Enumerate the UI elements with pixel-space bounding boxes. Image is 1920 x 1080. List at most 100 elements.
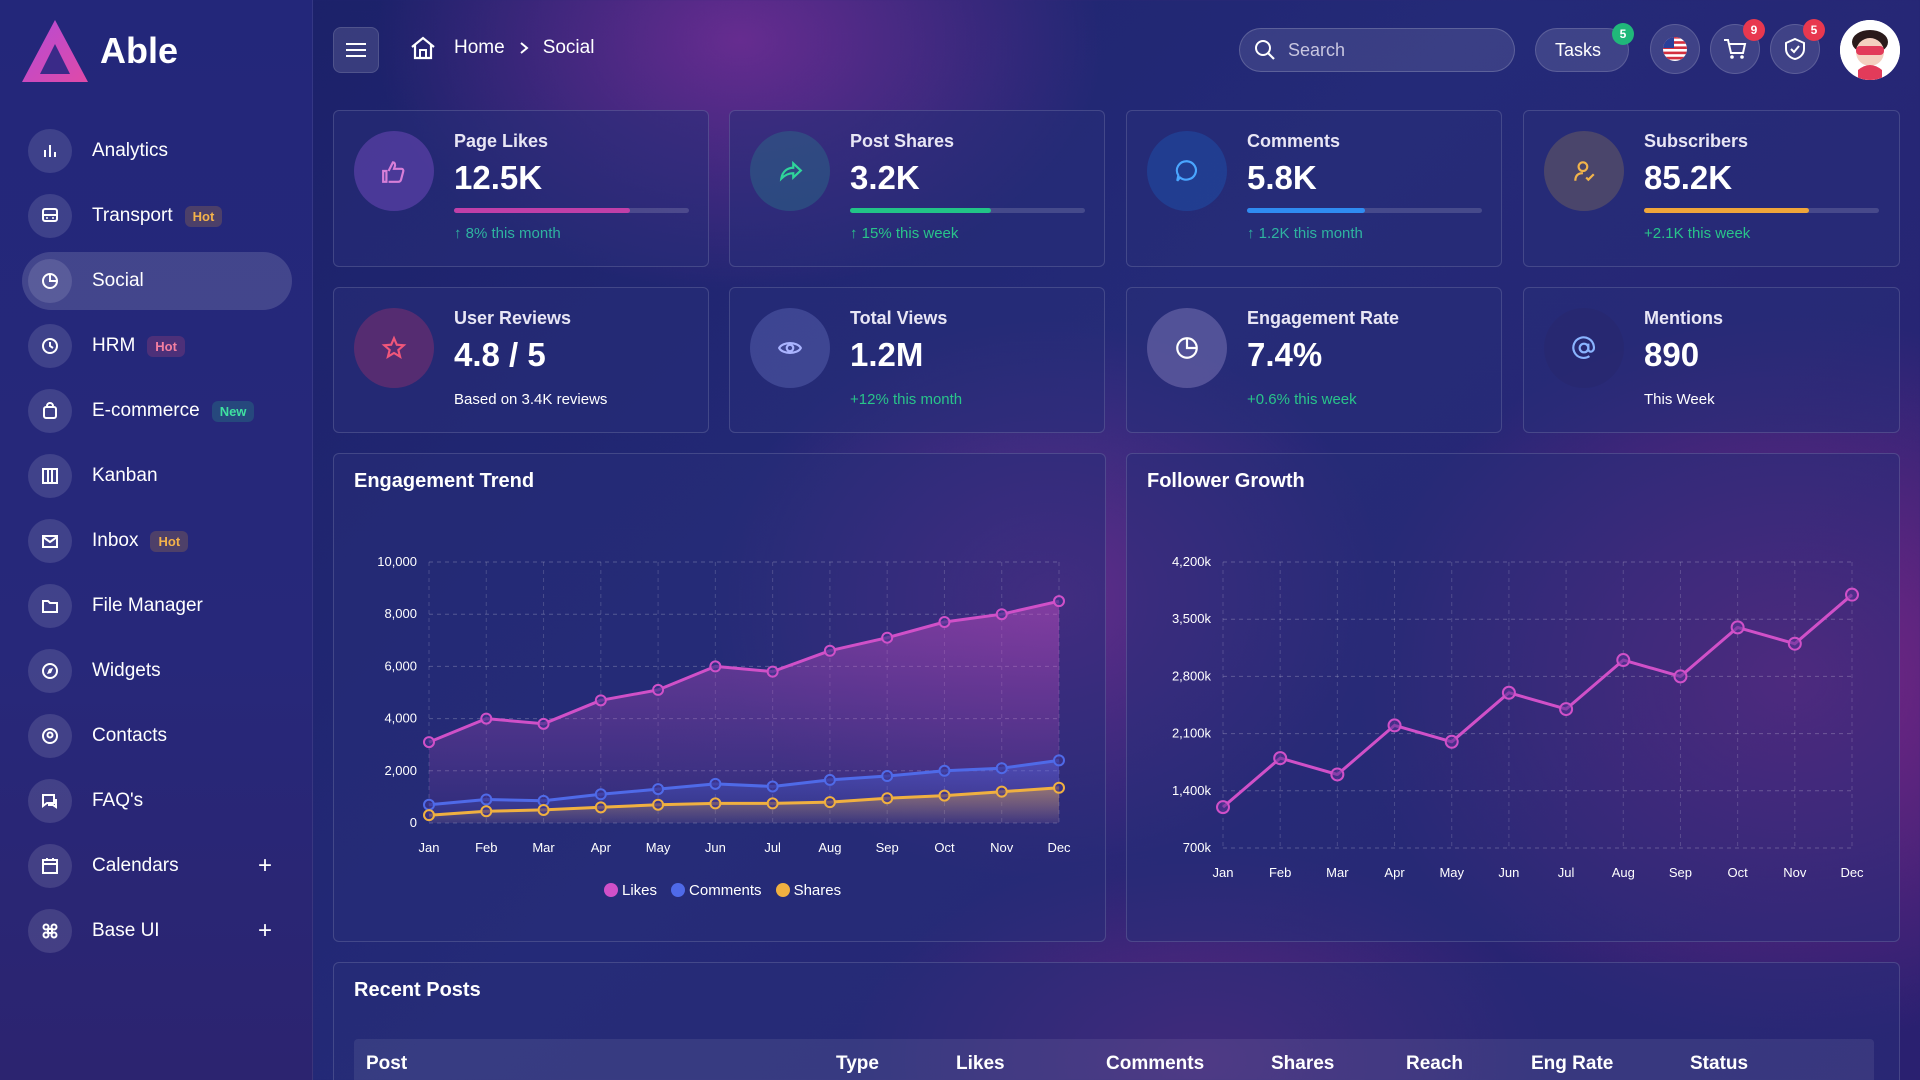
sidebar-item-inbox[interactable]: Inbox Hot (22, 512, 292, 570)
column-header-comments[interactable]: Comments (1106, 1053, 1205, 1074)
column-header-post[interactable]: Post (366, 1053, 408, 1074)
user-avatar[interactable] (1840, 20, 1900, 80)
data-point[interactable] (652, 683, 665, 696)
sidebar-item-file-manager[interactable]: File Manager (22, 577, 292, 635)
series-line (1222, 593, 1853, 809)
column-header-reach[interactable]: Reach (1406, 1053, 1464, 1074)
notifications-button[interactable]: 5 (1770, 19, 1825, 74)
sidebar-item-contacts[interactable]: Contacts (22, 707, 292, 765)
data-point[interactable] (594, 788, 607, 801)
sidebar-item-widgets[interactable]: Widgets (22, 642, 292, 700)
column-header-likes[interactable]: Likes (956, 1053, 1005, 1074)
data-point[interactable] (766, 780, 779, 793)
data-point[interactable] (1673, 669, 1688, 684)
data-point[interactable] (881, 770, 894, 783)
breadcrumb-home[interactable]: Home (454, 37, 505, 58)
sidebar-item-transport[interactable]: Transport Hot (22, 187, 292, 245)
stat-card-mentions: Mentions 890 This Week (1523, 287, 1900, 433)
stat-value: 5.8K (1247, 159, 1317, 196)
column-header-shares[interactable]: Shares (1271, 1053, 1335, 1074)
data-point[interactable] (480, 793, 493, 806)
search-box[interactable] (1239, 28, 1515, 72)
data-point[interactable] (1053, 754, 1065, 767)
data-point[interactable] (594, 801, 607, 814)
data-point[interactable] (995, 785, 1008, 798)
data-point[interactable] (766, 665, 779, 678)
data-point[interactable] (1444, 734, 1459, 749)
expand-plus-icon[interactable]: + (257, 852, 272, 879)
tasks-count-badge: 5 (1612, 23, 1634, 45)
data-point[interactable] (594, 694, 607, 707)
y-tick-label: 700k (1183, 840, 1212, 855)
brand[interactable]: Able (20, 18, 178, 84)
avatar-image (1840, 20, 1900, 80)
data-point[interactable] (1216, 800, 1230, 815)
sidebar-item-social[interactable]: Social (22, 252, 292, 310)
stat-card-page-likes: Page Likes 12.5K ↑ 8% this month (333, 110, 709, 267)
data-point[interactable] (709, 660, 722, 673)
data-point[interactable] (1501, 685, 1516, 700)
menu-toggle-button[interactable] (333, 27, 379, 73)
sidebar-item-analytics[interactable]: Analytics (22, 122, 292, 180)
sidebar-item-e-commerce[interactable]: E-commerce New (22, 382, 292, 440)
legend-item[interactable]: Shares (775, 882, 841, 899)
data-point[interactable] (1616, 653, 1631, 668)
sidebar-badge: New (211, 400, 255, 422)
data-point[interactable] (1387, 718, 1402, 733)
data-point[interactable] (423, 809, 435, 822)
language-button[interactable] (1650, 24, 1700, 74)
data-point[interactable] (423, 736, 435, 749)
legend-swatch (671, 883, 686, 897)
cart-button[interactable]: 9 (1710, 19, 1765, 74)
stat-card-user-reviews: User Reviews 4.8 / 5 Based on 3.4K reviews (333, 287, 709, 433)
data-point[interactable] (709, 777, 722, 790)
sidebar-item-hrm[interactable]: HRM Hot (22, 317, 292, 375)
sidebar-item-base-ui[interactable]: Base UI + (22, 902, 292, 960)
data-point[interactable] (1845, 587, 1859, 602)
series-line (428, 758, 1060, 807)
legend-item[interactable]: Likes (604, 882, 657, 899)
data-point[interactable] (823, 644, 836, 657)
data-point[interactable] (537, 803, 550, 816)
data-point[interactable] (766, 797, 779, 810)
legend-item[interactable]: Comments (671, 882, 762, 899)
search-input[interactable] (1288, 39, 1488, 61)
columns-icon (28, 454, 72, 498)
column-header-status[interactable]: Status (1690, 1053, 1749, 1074)
data-point[interactable] (1273, 751, 1288, 766)
data-point[interactable] (1730, 620, 1745, 635)
data-point[interactable] (480, 712, 493, 725)
data-point[interactable] (881, 631, 894, 644)
sidebar-item-faq-s[interactable]: FAQ's (22, 772, 292, 830)
data-point[interactable] (1053, 595, 1065, 608)
follower-growth-card: Follower Growth 700k 1,400k 2,100k 2,800k 3,… (1126, 453, 1900, 942)
stat-change: +2.1K this week (1644, 225, 1751, 242)
expand-plus-icon[interactable]: + (257, 917, 272, 944)
data-point[interactable] (995, 608, 1008, 621)
data-point[interactable] (709, 797, 722, 810)
data-point[interactable] (823, 796, 836, 809)
data-point[interactable] (938, 789, 951, 802)
sidebar-item-kanban[interactable]: Kanban (22, 447, 292, 505)
data-point[interactable] (881, 792, 894, 805)
data-point[interactable] (1053, 781, 1065, 794)
data-point[interactable] (652, 798, 665, 811)
data-point[interactable] (423, 798, 435, 811)
data-point[interactable] (938, 616, 951, 629)
home-icon[interactable] (410, 36, 436, 60)
column-header-type[interactable]: Type (836, 1053, 879, 1074)
data-point[interactable] (537, 717, 550, 730)
data-point[interactable] (652, 783, 665, 796)
chat-bubble-icon (1147, 131, 1227, 211)
x-tick-label: May (646, 840, 671, 855)
data-point[interactable] (823, 773, 836, 786)
data-point[interactable] (1559, 702, 1574, 717)
data-point[interactable] (480, 805, 493, 818)
tasks-button[interactable]: Tasks 5 (1535, 23, 1634, 72)
data-point[interactable] (1330, 767, 1345, 782)
data-point[interactable] (938, 764, 951, 777)
sidebar-item-calendars[interactable]: Calendars + (22, 837, 292, 895)
data-point[interactable] (1787, 636, 1802, 651)
data-point[interactable] (995, 762, 1008, 775)
column-header-eng-rate[interactable]: Eng Rate (1531, 1053, 1614, 1074)
